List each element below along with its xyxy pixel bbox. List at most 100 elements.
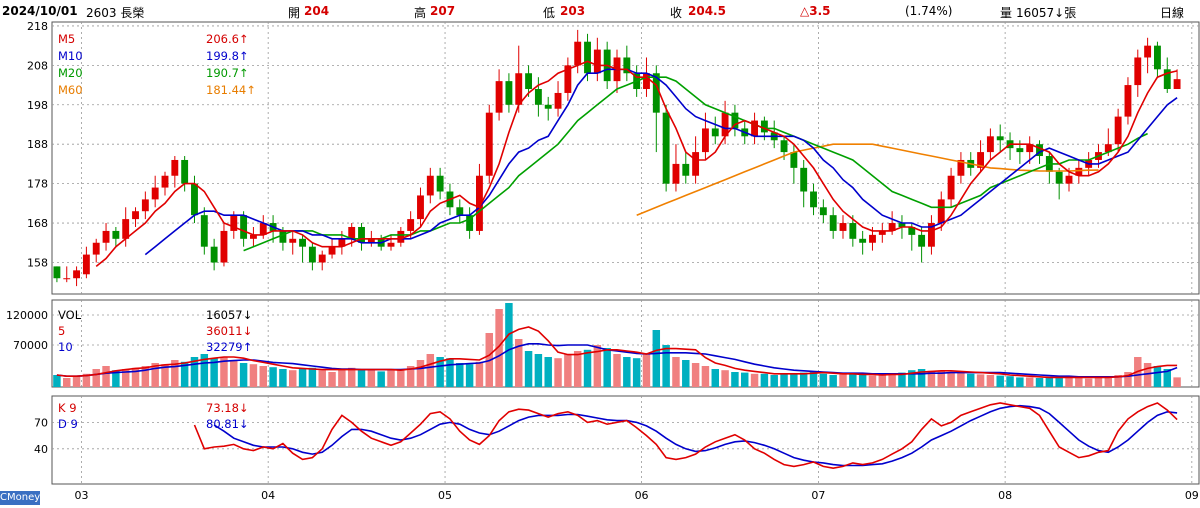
candle-body (829, 215, 837, 231)
volume-ma5-line (56, 326, 1178, 379)
x-tick-label: 09 (1185, 489, 1199, 502)
candle-body (230, 215, 238, 231)
volume-bar (1114, 375, 1122, 387)
volume-bar (475, 361, 484, 387)
candle-body (456, 207, 464, 216)
volume-bar (1055, 376, 1063, 387)
candle-body (308, 246, 316, 263)
candle-body (701, 128, 709, 153)
candle-body (662, 112, 670, 184)
legend-series-value: 190.7↑ (206, 66, 249, 80)
candle-body (849, 223, 857, 239)
candle-body (151, 187, 159, 200)
ma5-line (95, 60, 1178, 268)
volume-bar (495, 309, 503, 387)
volume-bar (741, 372, 749, 387)
volume-bar (505, 303, 513, 387)
header-bar: 2024/10/01 2603 長榮 開 204 高 207 低 203 收 2… (0, 0, 1200, 22)
volume-bar (151, 363, 159, 387)
candle-body (544, 104, 552, 109)
volume-bar (377, 371, 385, 387)
candle-body (790, 152, 798, 168)
candle-body (210, 246, 218, 263)
kd-tick-label: 40 (34, 443, 48, 456)
candle-body (112, 230, 120, 239)
volume-bar (976, 374, 985, 387)
volume-bar (652, 330, 661, 387)
volume-bar (72, 376, 81, 387)
volume-bar (623, 357, 631, 387)
volume-bar (839, 374, 847, 387)
volume-bar (112, 370, 120, 387)
volume-bar (534, 354, 543, 387)
legend-series-name: M20 (58, 66, 83, 80)
candle-body (692, 152, 700, 176)
candle-body (1065, 175, 1073, 184)
candle-body (466, 215, 474, 231)
volume-bar (1153, 366, 1162, 387)
candle-body (534, 89, 542, 105)
volume-bar (790, 373, 798, 387)
kd-panel (51, 395, 1200, 485)
volume-bar (957, 372, 965, 387)
candle-body (711, 128, 719, 137)
candle-body (1026, 144, 1034, 153)
legend-series-value: 206.6↑ (206, 32, 249, 46)
volume-tick-label: 120000 (6, 309, 48, 322)
volume-bar (53, 375, 61, 387)
volume-bar (180, 361, 189, 387)
volume-bar (82, 373, 91, 387)
candle-body (92, 242, 100, 255)
volume-bar (613, 354, 621, 387)
legend-series-value: 199.8↑ (206, 49, 249, 63)
candle-body (574, 41, 582, 66)
change-value: △3.5 (800, 4, 831, 18)
candle-body (299, 238, 307, 247)
x-tick-label: 08 (998, 489, 1012, 502)
volume-bar (161, 364, 169, 387)
volume-bar (279, 369, 287, 387)
candle-body (1104, 144, 1112, 153)
legend-series-name: D 9 (58, 417, 78, 431)
volume-bar (917, 369, 926, 387)
candle-body (525, 73, 533, 90)
candle-body (1036, 144, 1043, 157)
volume-bar (230, 360, 238, 387)
close-value: 204.5 (688, 4, 726, 18)
volume-bar (1163, 369, 1171, 387)
candle-body (977, 152, 985, 168)
volume-bar (121, 369, 130, 387)
volume-bar (967, 373, 975, 387)
volume-bar (898, 372, 906, 387)
candle-body (878, 230, 886, 235)
volume-bar (1016, 377, 1024, 387)
volume-bar (1173, 377, 1181, 387)
candle-body (417, 195, 424, 220)
high-value: 207 (430, 4, 456, 18)
volume-bar (239, 363, 248, 387)
candle-body (141, 199, 149, 212)
legend-series-name: 5 (58, 324, 66, 338)
volume-bar (171, 360, 179, 387)
candle-body (171, 159, 179, 176)
candle-body (73, 270, 81, 279)
candle-body (259, 223, 267, 235)
volume-bar (308, 367, 317, 387)
price-tick-label: 158 (27, 256, 48, 269)
candle-body (102, 230, 110, 243)
legend-series-name: VOL (58, 308, 82, 322)
volume-bar (338, 369, 346, 387)
candle-body (132, 211, 139, 220)
volume-bar (750, 373, 759, 387)
candle-body (1163, 69, 1171, 90)
candle-body (485, 112, 493, 176)
candle-body (643, 73, 650, 90)
volume-bar (593, 345, 602, 387)
candle-body (1055, 171, 1063, 184)
candle-body (927, 223, 935, 247)
price-tick-label: 218 (27, 20, 48, 33)
candle-body (436, 175, 444, 192)
legend-series-value: 80.81↓ (206, 417, 249, 431)
volume-bar (564, 354, 572, 387)
stock-name: 2603 長榮 (86, 6, 145, 20)
